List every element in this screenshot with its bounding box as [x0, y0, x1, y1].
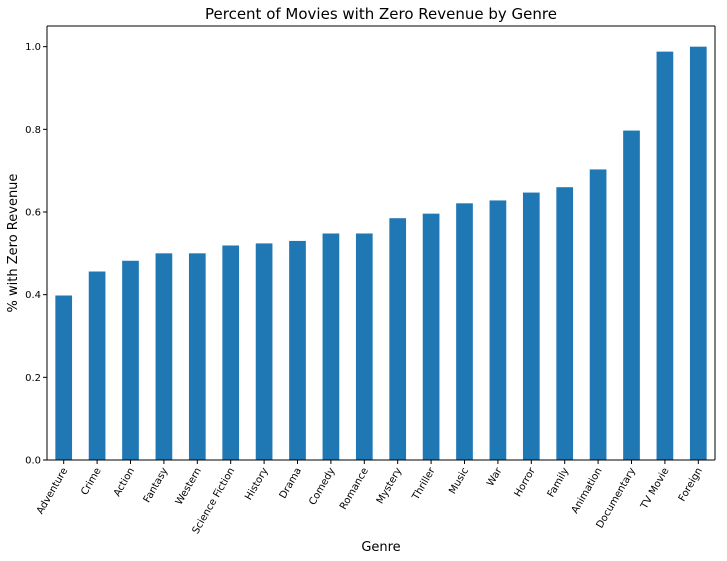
bar-adventure [55, 295, 73, 460]
x-tick-label: Thriller [410, 465, 438, 503]
x-tick-label: Family [546, 466, 572, 499]
bar-horror [522, 192, 540, 460]
x-tick-label: Western [174, 466, 204, 507]
bar-mystery [389, 218, 407, 460]
bar-documentary [623, 130, 640, 460]
x-tick-label: History [243, 466, 270, 502]
x-tick-label: Adventure [35, 466, 70, 516]
y-tick-label: 0.4 [25, 290, 41, 301]
x-tick-label: War [485, 465, 505, 488]
y-tick-label: 0.6 [25, 208, 41, 219]
y-axis-title: % with Zero Revenue [6, 174, 21, 313]
x-tick-label: Romance [338, 466, 371, 512]
y-tick-label: 1.0 [25, 42, 41, 53]
x-tick-label: Foreign [677, 466, 705, 504]
bar-fantasy [155, 253, 173, 460]
x-tick-label: Horror [513, 465, 539, 499]
chart-title: Percent of Movies with Zero Revenue by G… [205, 5, 557, 23]
x-tick-label: Music [447, 466, 471, 496]
bar-thriller [422, 213, 440, 460]
y-tick-label: 0.2 [25, 373, 41, 384]
x-tick-label: Action [112, 466, 137, 499]
bar-war [489, 200, 507, 460]
bar-history [255, 243, 273, 460]
bar-foreign [689, 46, 707, 461]
bar-western [188, 253, 206, 460]
bar-family [556, 187, 574, 460]
x-tick-label: Fantasy [142, 466, 171, 505]
bar-tv-movie [656, 51, 674, 460]
x-tick-label: Comedy [307, 466, 337, 507]
bar-drama [289, 240, 306, 460]
bar-romance [355, 233, 373, 460]
y-tick-label: 0.0 [25, 456, 41, 467]
x-tick-label: Drama [278, 466, 304, 501]
x-axis-title: Genre [361, 540, 400, 555]
bar-science-fiction [222, 245, 240, 460]
x-tick-label: Animation [570, 466, 605, 516]
axes-layer [46, 25, 716, 461]
bar-comedy [322, 233, 340, 460]
bars-layer [55, 46, 707, 461]
bar-action [122, 260, 139, 460]
bar-animation [589, 169, 607, 460]
x-tick-label: TV Movie [639, 466, 672, 512]
bar-music [456, 203, 473, 460]
x-tick-label: Mystery [375, 466, 404, 506]
x-tick-label: Crime [79, 466, 103, 497]
y-tick-label: 0.8 [25, 125, 41, 136]
bar-crime [88, 271, 106, 460]
